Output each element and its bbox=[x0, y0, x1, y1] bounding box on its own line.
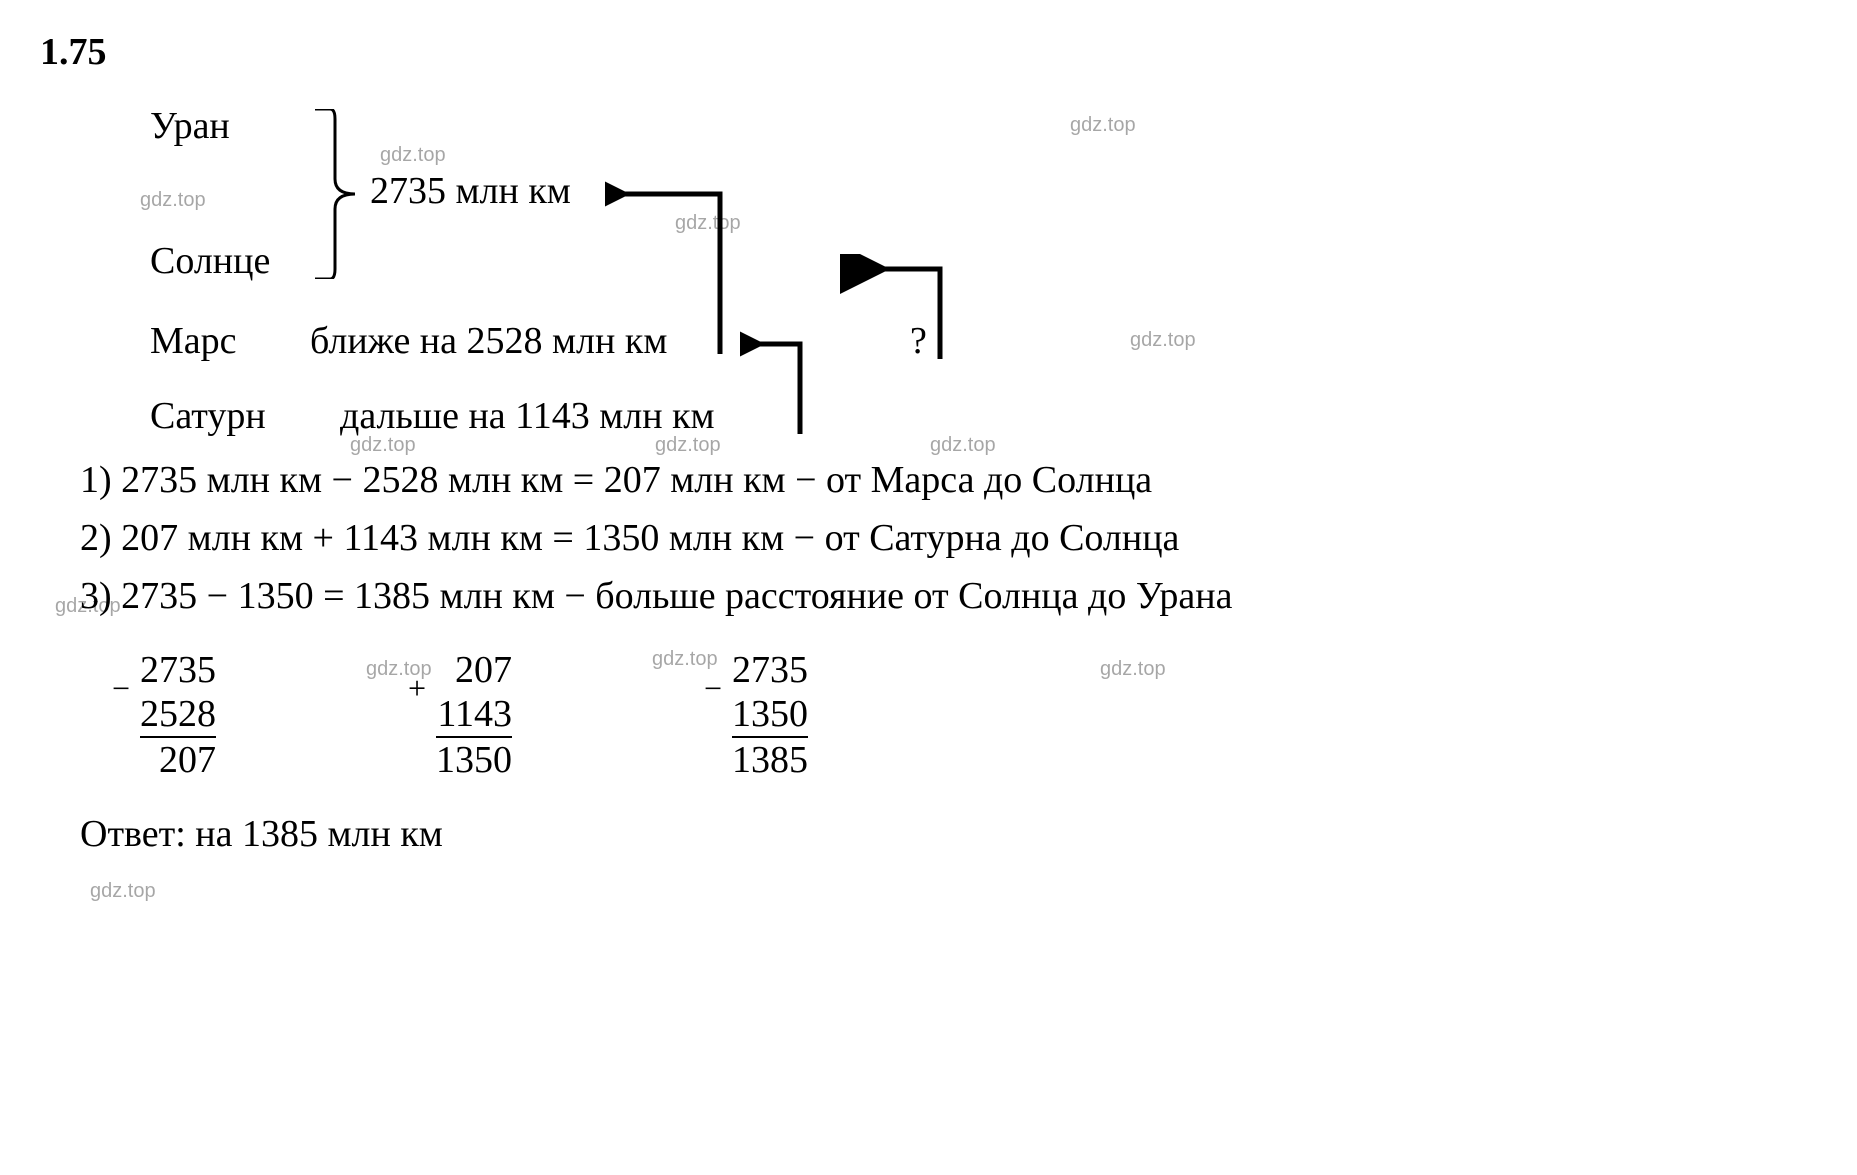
problem-number: 1.75 bbox=[40, 30, 1817, 74]
step-3: 3) 2735 − 1350 = 1385 млн км − больше ра… bbox=[80, 574, 1817, 618]
sun-label: Солнце bbox=[150, 239, 270, 283]
watermark: gdz.top bbox=[380, 144, 446, 167]
watermark: gdz.top bbox=[350, 434, 416, 457]
watermark: gdz.top bbox=[90, 880, 156, 903]
watermark: gdz.top bbox=[652, 648, 718, 671]
watermark: gdz.top bbox=[655, 434, 721, 457]
watermark: gdz.top bbox=[1130, 329, 1196, 352]
step-1: 1) 2735 млн км − 2528 млн км = 207 млн к… bbox=[80, 458, 1817, 502]
calc-top: 207 bbox=[436, 648, 512, 692]
step-2: 2) 207 млн км + 1143 млн км = 1350 млн к… bbox=[80, 516, 1817, 560]
saturn-distance: дальше на 1143 млн км bbox=[340, 394, 715, 438]
minus-sign: − bbox=[704, 670, 722, 707]
answer-line: Ответ: на 1385 млн км bbox=[80, 812, 1817, 856]
watermark: gdz.top bbox=[55, 595, 121, 618]
minus-sign: − bbox=[112, 670, 130, 707]
uranus-label: Уран bbox=[150, 104, 230, 148]
calc-mid: 1143 bbox=[436, 692, 512, 738]
mars-label: Марс bbox=[150, 319, 237, 363]
calc-result: 1385 bbox=[732, 738, 808, 782]
watermark: gdz.top bbox=[366, 658, 432, 681]
watermark: gdz.top bbox=[930, 434, 996, 457]
diagram-area: Уран Солнце 2735 млн км Марс ближе на 25… bbox=[120, 104, 1817, 444]
watermark: gdz.top bbox=[675, 212, 741, 235]
calc-top: 2735 bbox=[140, 648, 216, 692]
calc-2: + 207 1143 1350 gdz.top bbox=[436, 648, 512, 782]
brace-icon bbox=[310, 109, 360, 279]
saturn-label: Сатурн bbox=[150, 394, 266, 438]
calc-1: − 2735 2528 207 bbox=[140, 648, 216, 782]
calc-3: − 2735 1350 1385 gdz.top bbox=[732, 648, 808, 782]
watermark: gdz.top bbox=[1070, 114, 1136, 137]
arrow-to-question bbox=[820, 254, 980, 364]
watermark: gdz.top bbox=[1100, 658, 1166, 681]
calc-mid: 1350 bbox=[732, 692, 808, 738]
watermark: gdz.top bbox=[140, 189, 206, 212]
calc-result: 1350 bbox=[436, 738, 512, 782]
calc-mid: 2528 bbox=[140, 692, 216, 738]
calc-result: 207 bbox=[140, 738, 216, 782]
calculations-row: − 2735 2528 207 + 207 1143 1350 gdz.top … bbox=[140, 648, 1817, 782]
bracket-distance: 2735 млн км bbox=[370, 169, 571, 213]
calc-top: 2735 bbox=[732, 648, 808, 692]
